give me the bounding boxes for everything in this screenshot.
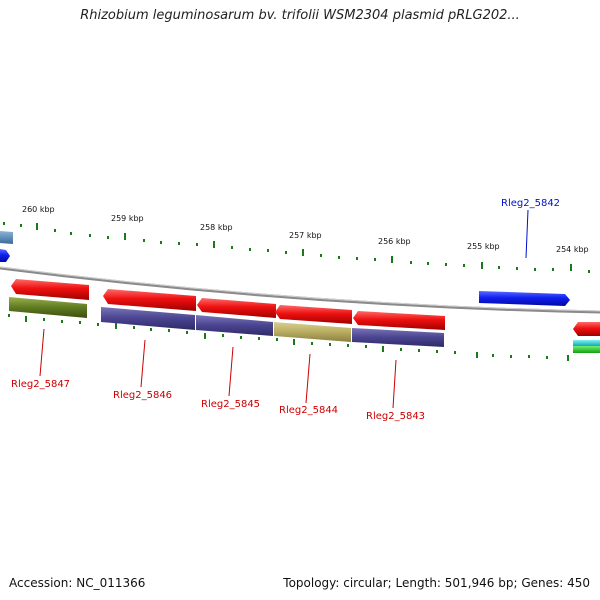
category-bar-purple-2 <box>196 315 273 336</box>
gene-label-rleg2-5847[interactable]: Rleg2_5847 <box>11 379 70 390</box>
gene-label-rleg2-5844[interactable]: Rleg2_5844 <box>279 405 338 416</box>
genome-backbone-highlight <box>0 266 600 312</box>
genome-backbone <box>0 266 600 314</box>
leader-line-rleg2-5843 <box>392 359 397 409</box>
leader-line-rleg2-5845 <box>228 346 234 397</box>
scale-label-259: 259 kbp <box>111 214 144 223</box>
gene-label-rleg2-5846[interactable]: Rleg2_5846 <box>113 390 172 401</box>
leader-line-rleg2-5844 <box>305 353 311 404</box>
leader-line-rleg2-5842 <box>525 209 529 259</box>
gene-label-rleg2-5843[interactable]: Rleg2_5843 <box>366 411 425 422</box>
gene-label-rleg2-5842[interactable]: Rleg2_5842 <box>501 198 560 209</box>
gene-arrow-rleg2-5843[interactable] <box>353 311 445 330</box>
scale-label-257: 257 kbp <box>289 231 322 240</box>
partial-feature-right-green <box>573 346 600 353</box>
category-bar-purple-3 <box>352 328 444 347</box>
leader-line-rleg2-5847 <box>39 328 45 377</box>
gene-arrow-rleg2-5844[interactable] <box>275 305 352 324</box>
inner-ticks <box>8 314 569 361</box>
scale-label-254: 254 kbp <box>556 245 589 254</box>
gene-arrow-rleg2-5846[interactable] <box>103 289 196 311</box>
gene-label-rleg2-5845[interactable]: Rleg2_5845 <box>201 399 260 410</box>
scale-label-255: 255 kbp <box>467 242 500 251</box>
category-bar-purple-1 <box>101 307 195 330</box>
partial-feature-left-blue[interactable] <box>0 249 10 262</box>
accession-text: Accession: NC_011366 <box>9 576 146 590</box>
partial-feature-left-steel[interactable] <box>0 231 13 244</box>
scale-label-260: 260 kbp <box>22 205 55 214</box>
partial-feature-right-cyan <box>573 340 600 346</box>
outer-ticks <box>3 222 590 273</box>
gene-arrow-rleg2-5842[interactable] <box>479 291 570 306</box>
gene-arrow-rleg2-5847[interactable] <box>11 279 89 300</box>
category-bar-olive <box>9 297 87 318</box>
map-title: Rhizobium leguminosarum bv. trifolii WSM… <box>80 8 520 23</box>
scale-label-256: 256 kbp <box>378 237 411 246</box>
gene-arrow-rleg2-5845[interactable] <box>197 298 276 318</box>
category-bar-khaki <box>274 322 351 342</box>
scale-label-258: 258 kbp <box>200 223 233 232</box>
partial-feature-right-red[interactable] <box>573 322 600 336</box>
topology-text: Topology: circular; Length: 501,946 bp; … <box>283 576 590 590</box>
leader-line-rleg2-5846 <box>140 339 146 388</box>
